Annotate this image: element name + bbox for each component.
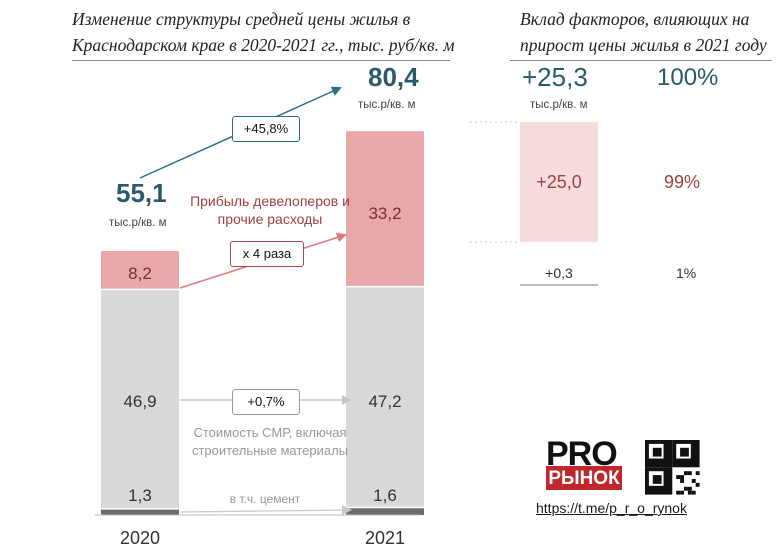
logo-rynok: РЫНОК [546,466,622,490]
total-2021-unit: тыс.р/кв. м [358,99,416,111]
cement-label: в т.ч. цемент [229,492,301,506]
segment-label-2021-cement: 1,6 [373,486,397,505]
factor-bar-profit [520,122,598,242]
cement-change-arrow [179,505,352,516]
bar-2021-cement [346,507,424,515]
profit-label: Прибыль девелоперов и прочие расходы [190,193,350,227]
increase-total-value: +25,3 [522,62,588,92]
title-rule-right [510,60,772,61]
chart-title-left: Изменение структуры средней цены жилья в… [72,9,455,55]
increase-total-share: 100% [657,64,719,91]
bar-2021-smr [346,286,424,508]
segment-label-2021-smr: 47,2 [368,392,402,411]
chart-title-right: Вклад факторов, влияющих на прирост цены… [520,9,767,55]
segment-label-2020-smr: 46,9 [123,392,157,411]
factor-bar-smr [520,284,598,286]
title-rule-left [72,60,450,61]
bar-2020-smr [101,289,179,509]
smr-label: Стоимость СМР, включая строительные мате… [191,425,349,458]
factor-smr-value: +0,3 [545,265,573,281]
category-label-2021: 2021 [364,528,406,548]
factor-profit-value: +25,0 [536,172,582,192]
total-2021-value: 80,4 [368,62,419,92]
factor-smr-share: 1% [676,265,697,281]
segment-label-2021-profit: 33,2 [368,204,402,223]
increase-total-unit: тыс.р/кв. м [530,99,588,111]
total-change-callout: +45,8% [232,116,300,142]
segment-label-2020-profit: 8,2 [128,264,152,283]
factor-profit-share: 99% [664,172,701,192]
telegram-link[interactable]: https://t.me/p_r_o_rynok [536,500,687,516]
bar-2020-profit [101,251,179,290]
bar-2020-cement [101,508,179,515]
category-label-2020: 2020 [119,528,161,548]
logo-pro: PRO [546,435,618,473]
bar-2021-profit [346,131,424,287]
total-2020-value: 55,1 [116,178,167,208]
smr-change-callout: +0,7% [232,389,300,415]
segment-label-2020-cement: 1,3 [128,486,152,505]
total-2020-unit: тыс.р/кв. м [109,217,167,229]
profit-change-callout: х 4 раза [230,241,304,267]
